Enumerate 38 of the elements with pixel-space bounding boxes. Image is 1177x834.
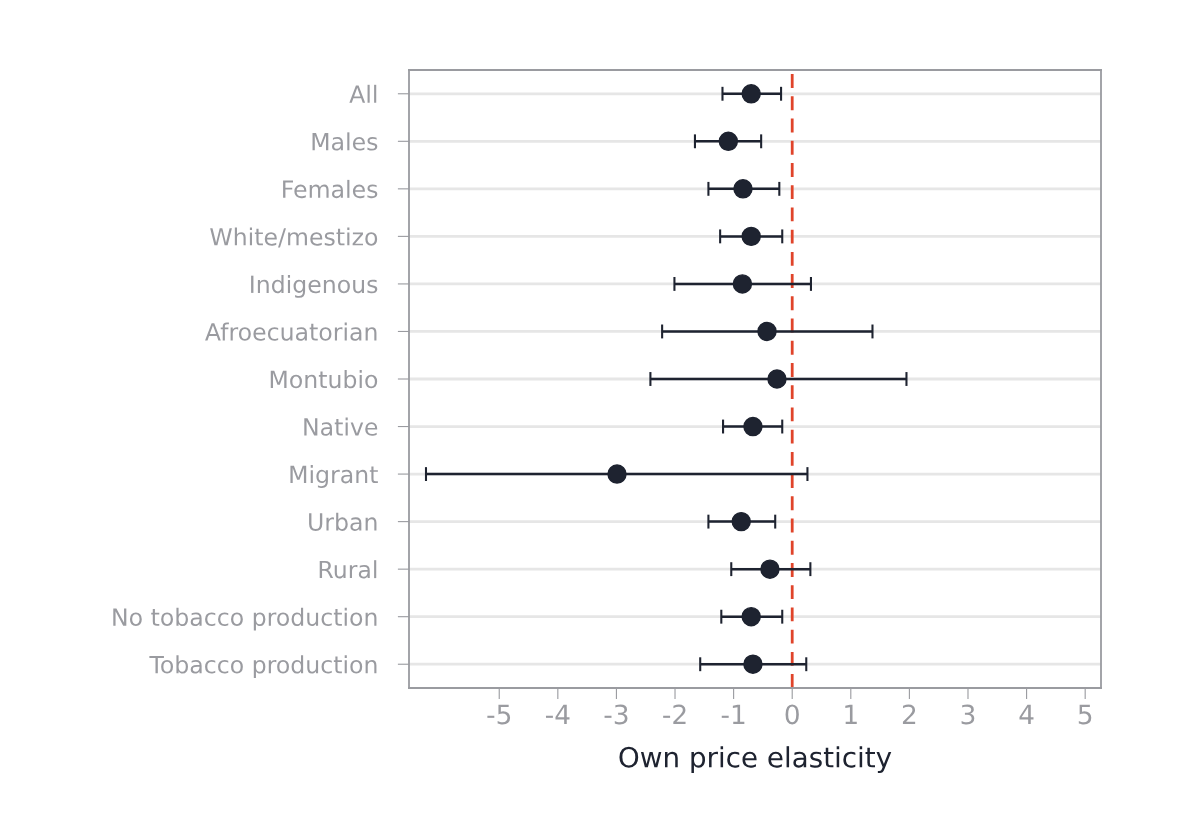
point	[731, 511, 751, 532]
x-tick-label: 2	[902, 704, 916, 725]
x-tick-label: -1	[721, 704, 745, 725]
point	[757, 321, 777, 342]
point	[760, 559, 780, 579]
point	[607, 464, 627, 484]
x-tick-label: 0	[785, 704, 799, 725]
point	[741, 84, 761, 104]
x-tick-label: 1	[845, 704, 857, 725]
x-tick-label: 3	[961, 704, 975, 725]
point	[741, 226, 761, 247]
y-tick-label: Tobacco production	[149, 655, 377, 679]
y-tick-label: No tobacco production	[113, 607, 377, 631]
y-tick-label: White/mestizo	[210, 227, 378, 248]
y-tick-label: Urban	[309, 512, 377, 531]
point	[767, 369, 787, 389]
x-tick-label: -2	[663, 704, 686, 725]
point	[743, 654, 763, 674]
point	[733, 179, 753, 199]
point	[743, 416, 763, 437]
point	[718, 131, 739, 152]
y-tick-label: Rural	[319, 560, 377, 579]
y-tick-label: Females	[283, 179, 378, 199]
point	[732, 274, 753, 294]
y-tick-label: Indigenous	[251, 274, 378, 298]
point	[741, 606, 761, 627]
x-tick-label: -5	[487, 704, 511, 725]
x-tick-label: 4	[1019, 704, 1034, 725]
x-axis-title: Own price elasticity	[619, 746, 892, 774]
y-tick-label: Native	[304, 417, 378, 436]
y-tick-label: Montubio	[270, 370, 378, 389]
y-tick-label: Migrant	[290, 465, 378, 488]
y-tick-label: All	[349, 84, 377, 103]
x-tick-label: 5	[1078, 704, 1092, 725]
y-tick-label: Males	[312, 132, 378, 151]
y-tick-label: Afroecuatorian	[205, 322, 377, 341]
x-tick-label: -3	[604, 704, 628, 725]
x-tick-label: -4	[545, 704, 570, 725]
